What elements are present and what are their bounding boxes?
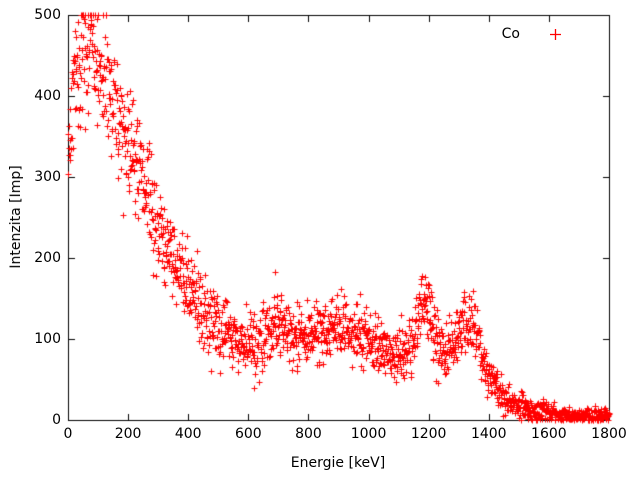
x-tick-label: 600 bbox=[234, 426, 262, 442]
legend-label: Co bbox=[501, 26, 520, 42]
y-tick-label: 300 bbox=[34, 169, 61, 185]
x-tick-label: 0 bbox=[63, 426, 73, 442]
y-tick-label: 400 bbox=[34, 88, 61, 104]
y-tick-label: 100 bbox=[34, 331, 61, 347]
x-tick-label: 1200 bbox=[410, 426, 447, 442]
x-tick-label: 400 bbox=[174, 426, 202, 442]
legend: Co bbox=[490, 26, 561, 42]
plus-marker-icon bbox=[550, 28, 561, 40]
x-axis-title: Energie [keV] bbox=[290, 455, 386, 471]
x-tick-label: 200 bbox=[114, 426, 142, 442]
x-tick-label: 1800 bbox=[591, 426, 627, 442]
y-tick-label: 0 bbox=[52, 412, 61, 428]
x-tick-label: 1400 bbox=[470, 426, 507, 442]
y-tick-label: 500 bbox=[34, 7, 61, 23]
x-tick-label: 1600 bbox=[531, 426, 567, 442]
x-tick-label: 1000 bbox=[350, 426, 387, 442]
y-tick-label: 200 bbox=[34, 250, 61, 266]
x-tick-label: 800 bbox=[295, 426, 322, 442]
